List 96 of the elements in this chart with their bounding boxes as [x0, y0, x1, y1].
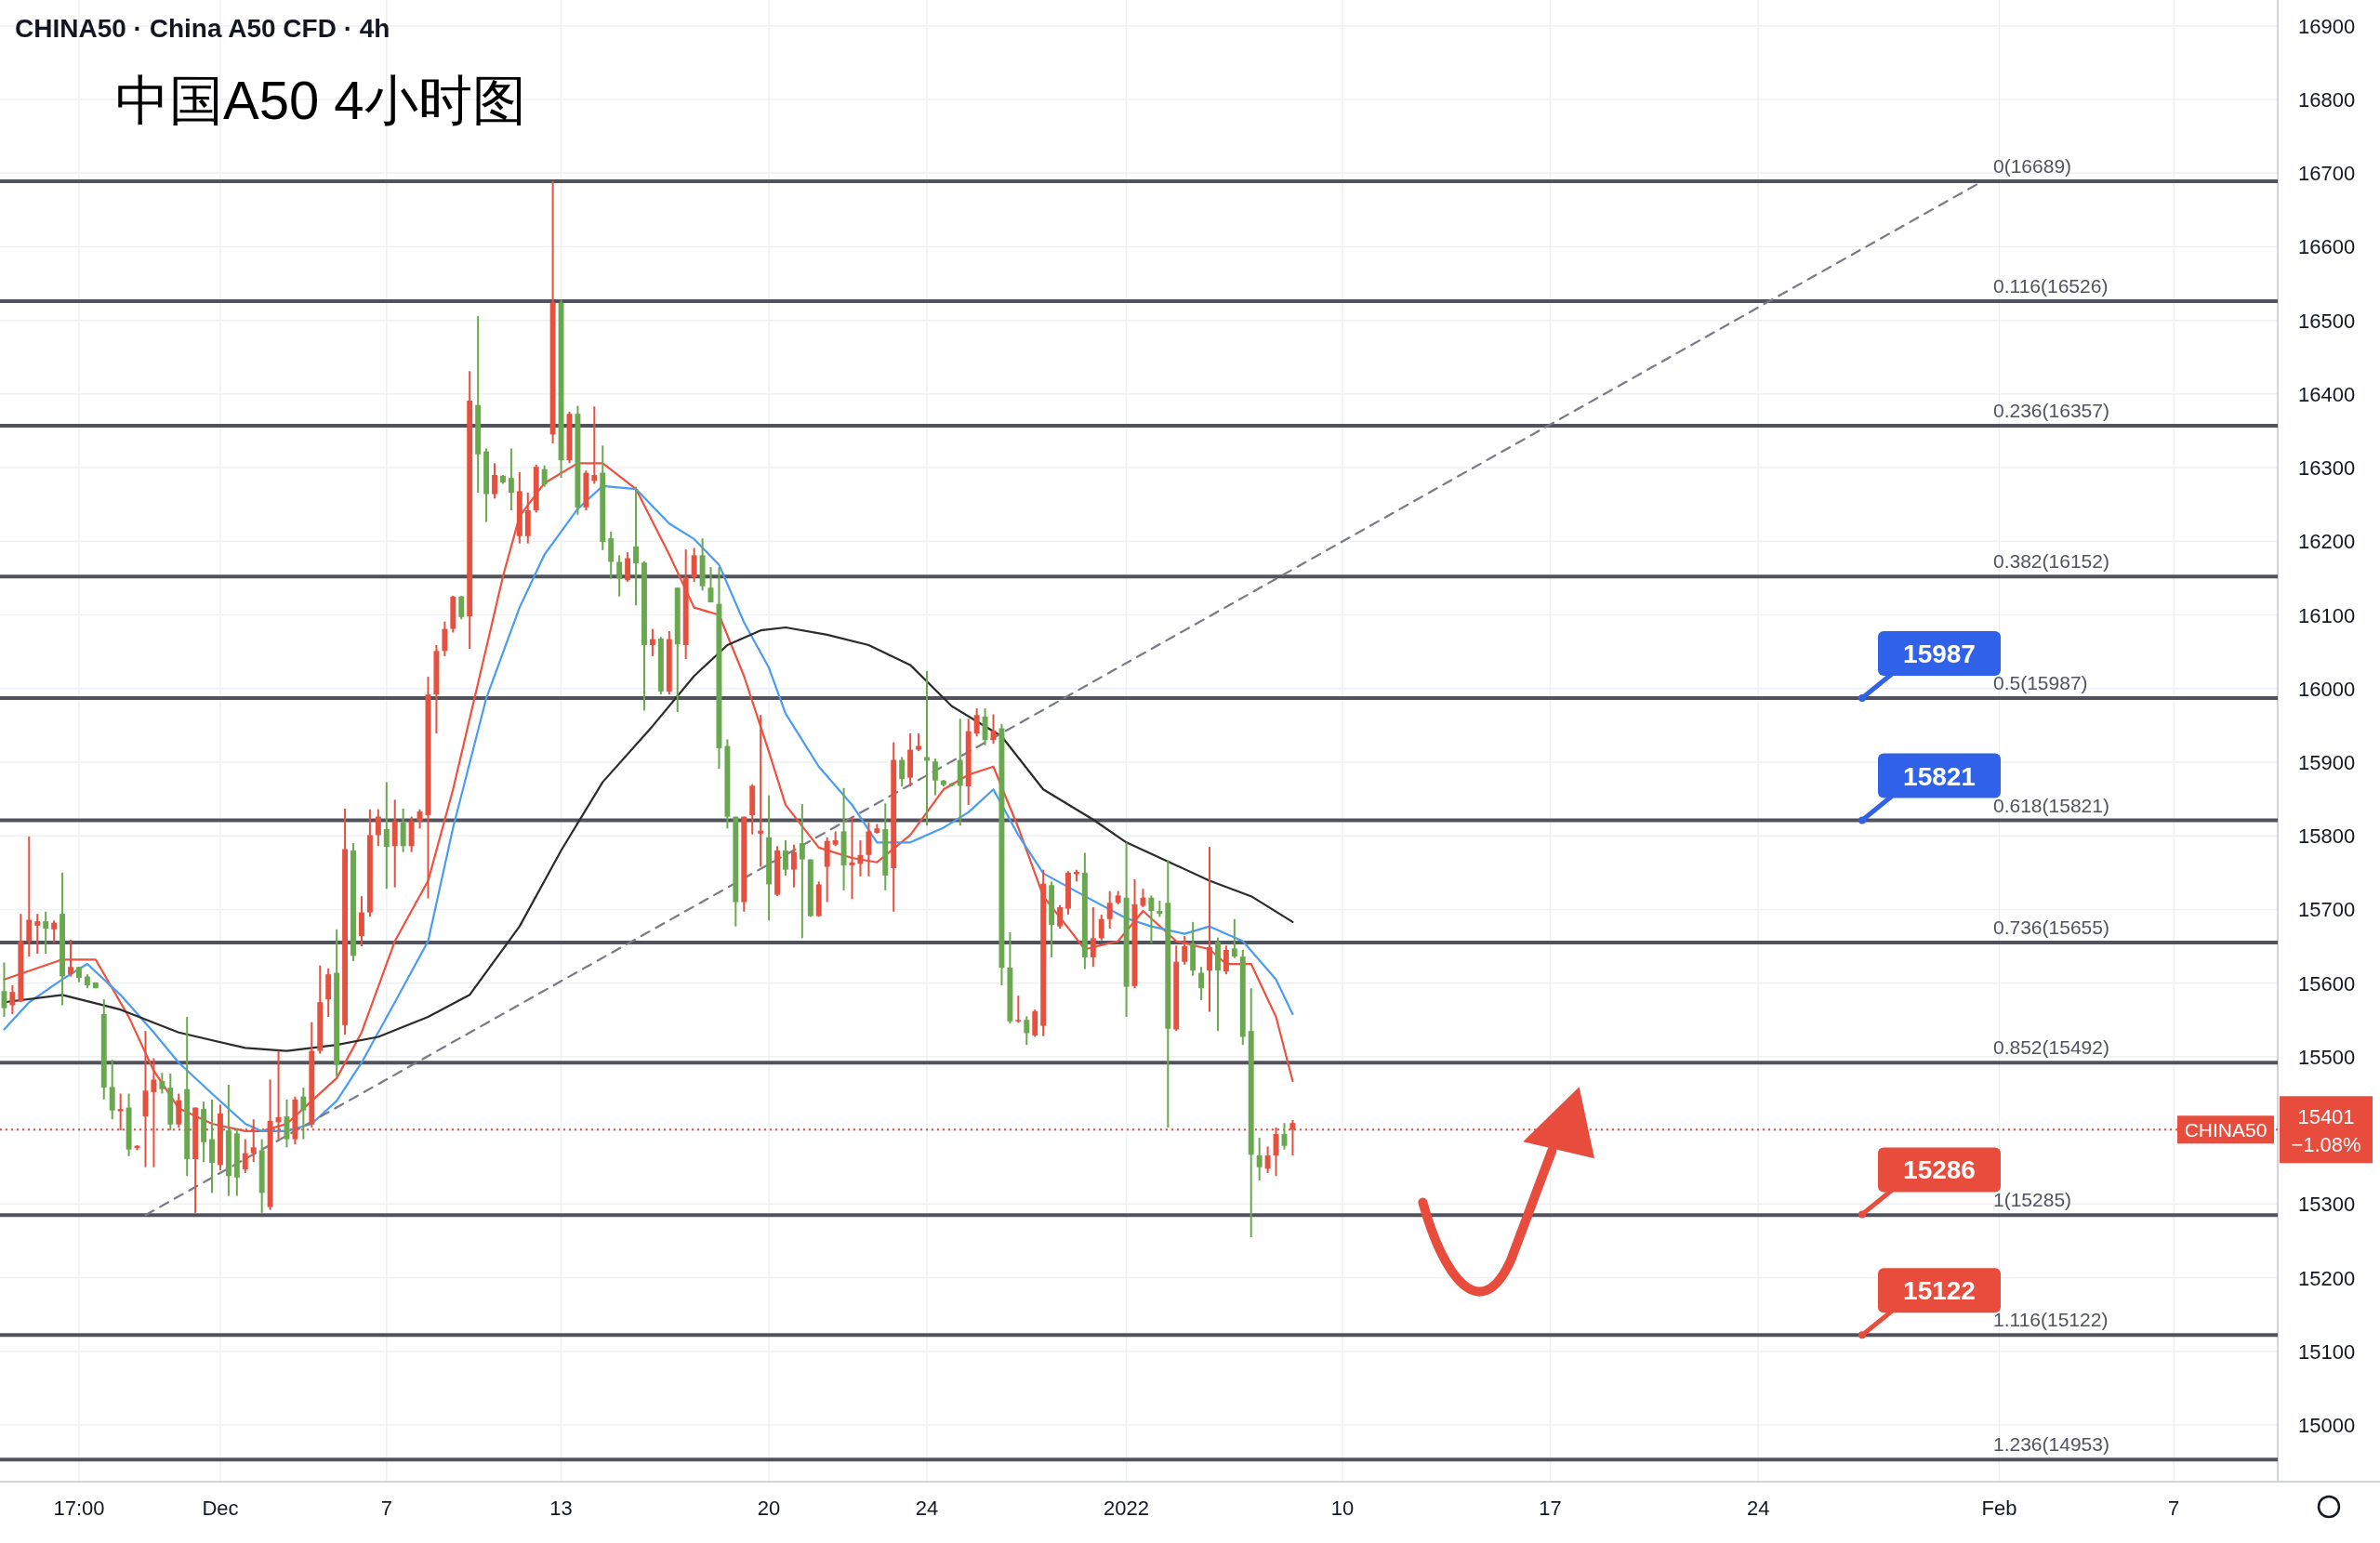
ref-line-label: 0.852(15492): [1993, 1036, 2109, 1059]
x-tick-label: 20: [757, 1497, 781, 1520]
candlestick: [43, 910, 49, 955]
candlestick: [9, 984, 16, 1015]
ref-line-label: 0.5(15987): [1993, 672, 2088, 694]
candlestick: [625, 551, 631, 583]
x-tick-label: 24: [915, 1497, 939, 1520]
y-tick-label: 16400: [2298, 382, 2356, 406]
candlestick: [383, 781, 390, 890]
candlestick: [973, 707, 980, 738]
candlestick: [1207, 846, 1212, 1013]
ref-line-label: 0(16689): [1993, 154, 2072, 177]
candlestick: [51, 919, 58, 944]
ref-line-label: 0.236(16357): [1993, 399, 2109, 421]
text: −1.08%: [2291, 1133, 2361, 1157]
ref-line-label: 0.736(15655): [1993, 917, 2109, 939]
annotation: 15122: [1903, 1276, 1976, 1306]
candlestick: [242, 1138, 248, 1175]
ref-line-label: 1(15285): [1993, 1189, 2072, 1211]
candlestick: [691, 547, 697, 583]
ref-line-label: CHINA50: [2184, 1119, 2268, 1141]
x-tick-label: 17: [1539, 1497, 1562, 1520]
candlestick: [1090, 906, 1096, 969]
annotation: 15821: [1903, 761, 1976, 791]
candlestick: [1057, 903, 1063, 930]
candlestick: [458, 594, 465, 621]
y-tick-label: 15600: [2298, 971, 2356, 996]
candlestick: [1015, 995, 1022, 1024]
y-tick-label: 15900: [2298, 750, 2356, 774]
x-tick-label: 10: [1330, 1497, 1355, 1520]
ref-line-label: 1.116(15122): [1993, 1309, 2109, 1331]
y-tick-label: 16900: [2298, 14, 2356, 38]
x-tick-label: 7: [380, 1497, 392, 1520]
ref-line-label: 0.116(16526): [1993, 275, 2109, 297]
candlestick: [758, 714, 764, 868]
candlestick: [68, 938, 73, 978]
x-tick-label: Feb: [1981, 1497, 2017, 1520]
candlestick: [924, 669, 930, 827]
y-tick-label: 15200: [2298, 1266, 2356, 1290]
y-tick-label: 16200: [2298, 530, 2356, 554]
ref-line-label: 1.236(14953): [1993, 1433, 2109, 1456]
x-tick-label: 7: [2168, 1497, 2180, 1520]
y-tick-label: 16100: [2298, 603, 2356, 627]
y-tick-label: 15700: [2298, 898, 2356, 922]
y-tick-label: 15000: [2298, 1414, 2356, 1437]
candlestick: [783, 838, 788, 877]
text: CHINA50 · China A50 CFD · 4h: [15, 14, 390, 43]
candlestick: [541, 464, 548, 488]
candlestick: [1231, 917, 1237, 959]
y-tick-label: 16800: [2298, 87, 2356, 112]
text: 15401: [2297, 1105, 2355, 1129]
y-tick-label: 16000: [2298, 677, 2356, 701]
candlestick: [916, 732, 921, 753]
candlestick: [633, 485, 639, 607]
candlestick: [442, 620, 448, 657]
candlestick: [492, 462, 497, 500]
candlestick: [1106, 890, 1113, 930]
candlestick: [159, 1072, 165, 1095]
candlestick: [1024, 1015, 1030, 1047]
candlestick: [34, 913, 41, 955]
ref-line-label: 0.382(16152): [1993, 550, 2109, 573]
candlestick: [416, 808, 423, 830]
candlestick: [1148, 894, 1155, 944]
candlestick: [1223, 944, 1229, 976]
candlestick: [375, 808, 381, 848]
y-tick-label: 15800: [2298, 824, 2356, 849]
ref-line-label: 0.618(15821): [1993, 794, 2109, 816]
y-tick-label: 16300: [2298, 456, 2356, 481]
candlestick: [300, 1087, 307, 1141]
candlestick: [616, 554, 623, 598]
y-tick-label: 16500: [2298, 309, 2356, 333]
candlestick: [649, 627, 655, 657]
candlestick: [932, 758, 938, 797]
candlestick: [26, 835, 33, 958]
candlestick: [508, 447, 514, 512]
y-tick-label: 15500: [2298, 1045, 2356, 1069]
candlestick: [1098, 913, 1104, 942]
x-tick-label: 13: [549, 1497, 573, 1520]
candlestick: [899, 756, 906, 788]
y-tick-label: 15300: [2298, 1193, 2356, 1217]
annotation: 15987: [1903, 640, 1976, 669]
x-tick-label: Dec: [202, 1497, 239, 1520]
y-tick-label: 16600: [2298, 235, 2356, 259]
y-tick-label: 15100: [2298, 1339, 2356, 1364]
x-tick-label: 2022: [1104, 1497, 1150, 1520]
text: 中国A50 4小时图: [115, 70, 526, 130]
candlestick: [1182, 934, 1188, 966]
candlestick: [1256, 1137, 1263, 1181]
candlestick: [1264, 1145, 1271, 1175]
x-tick-label: 17:00: [53, 1497, 105, 1520]
y-tick-label: 16700: [2298, 162, 2356, 186]
annotation: 15286: [1903, 1155, 1976, 1185]
candlestick: [799, 803, 805, 940]
candlestick: [1198, 966, 1205, 1001]
x-tick-label: 24: [1746, 1497, 1770, 1520]
candlestick: [790, 843, 797, 889]
